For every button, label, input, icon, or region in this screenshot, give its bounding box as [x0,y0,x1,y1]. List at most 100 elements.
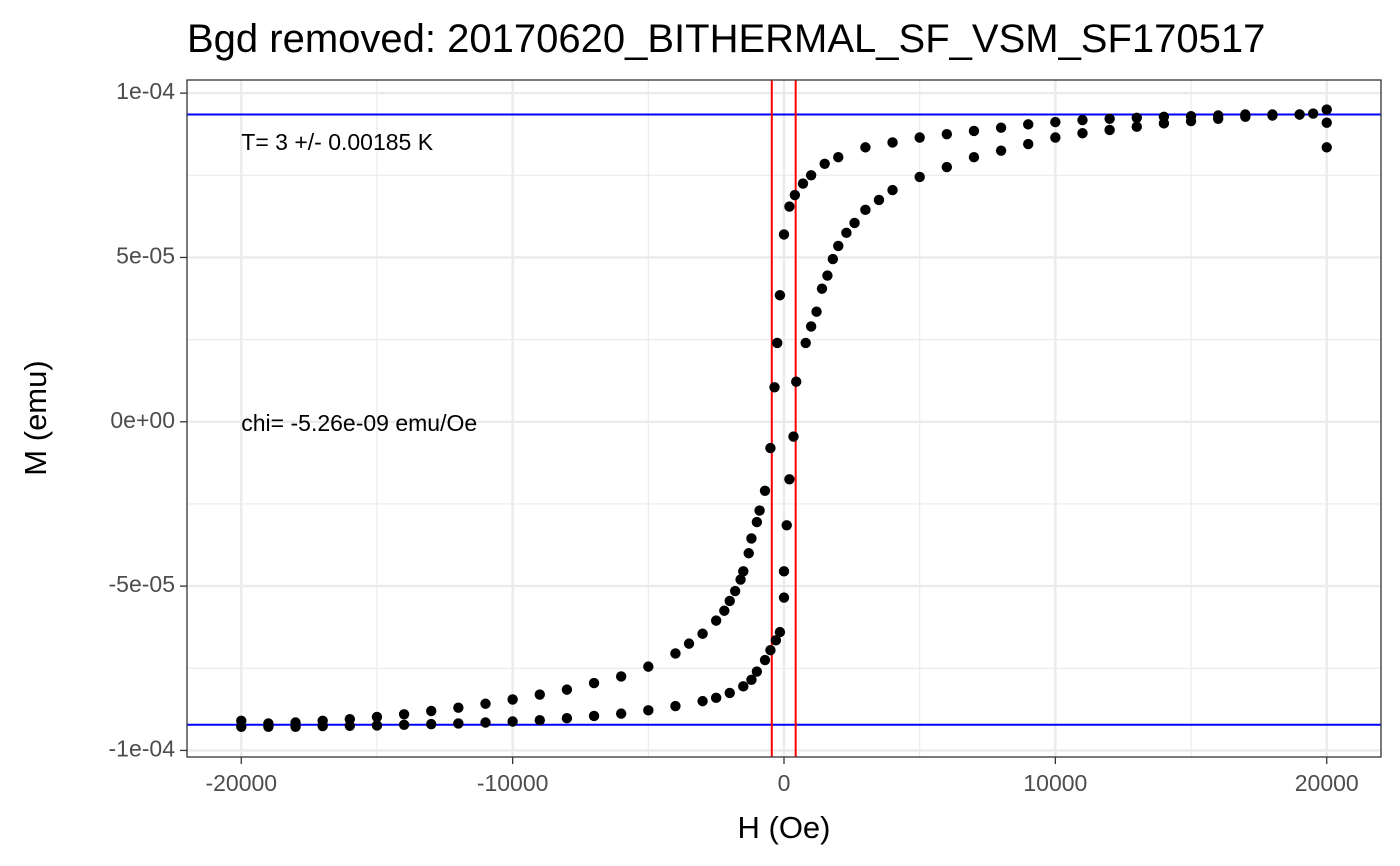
data-point [778,592,790,603]
data-point [811,306,822,317]
data-point [1212,113,1224,124]
x-tick-label: -10000 [477,770,549,796]
annotation-text: T= 3 +/- 0.00185 K [241,129,433,155]
data-point [710,615,722,626]
y-axis: -1e-04 -5e-05 0e+00 5e-05 1e-04 [109,78,187,762]
y-tick-label: -5e-05 [109,571,175,597]
data-point [887,137,898,148]
data-point [765,644,776,656]
data-point [784,201,795,212]
data-point [670,648,681,659]
data-point [371,711,383,723]
data-point [588,710,600,722]
data-point [1077,128,1088,139]
x-tick-label: 0 [778,770,791,796]
data-point [797,178,809,189]
data-point [774,626,786,638]
data-point [778,566,790,577]
data-point [426,705,437,717]
data-point [805,321,817,332]
data-point [236,721,247,732]
data-point [290,721,301,732]
data-point [968,152,980,163]
data-point [751,666,763,677]
data-point [719,605,730,616]
x-axis: -20000 -10000 0 10000 20000 [205,757,1359,796]
x-tick-label: 10000 [1023,770,1087,796]
data-point [743,548,754,559]
x-tick-label: 20000 [1295,770,1359,796]
data-point [263,721,274,732]
data-point [772,337,783,349]
data-point [1050,132,1061,143]
data-point [873,194,885,206]
data-point [887,184,898,196]
data-point [914,171,925,183]
data-point [941,161,953,173]
data-point [1321,142,1332,153]
data-point [643,705,654,716]
data-point [1240,111,1251,123]
data-point [784,474,795,485]
data-point [788,431,799,442]
data-point [453,718,464,729]
data-point [1104,124,1115,136]
data-point [769,382,780,393]
data-point [759,654,771,666]
data-point [534,714,545,726]
annotation-text: chi= -5.26e-09 emu/Oe [241,410,477,436]
data-point [561,684,573,695]
data-point [1131,121,1142,132]
data-point [1023,119,1034,130]
y-tick-label: 5e-05 [116,243,175,269]
data-point [344,720,356,731]
data-point [827,253,839,265]
data-point [765,442,776,454]
data-point [561,713,573,724]
data-point [1023,138,1034,150]
data-point [816,283,828,294]
data-point [941,129,953,140]
data-point [800,337,811,349]
data-point [317,720,328,732]
data-point [754,505,765,516]
data-point [914,132,925,143]
data-point [534,689,545,700]
data-point [426,718,437,730]
y-tick-label: -1e-04 [109,736,176,762]
data-point [1294,109,1305,120]
data-point [746,674,757,685]
data-point [1077,114,1088,126]
data-point [833,152,844,163]
data-point [774,290,786,301]
data-point [724,687,735,699]
data-point [670,700,681,712]
data-point [819,158,830,170]
data-point [822,270,833,281]
data-point [398,719,410,730]
x-tick-label: -20000 [205,770,277,796]
data-point [778,229,790,240]
data-point [833,240,844,252]
data-point [1158,118,1170,129]
data-point [1050,116,1061,128]
data-point [738,681,749,692]
data-point [805,170,817,181]
data-point [697,628,708,639]
data-point [781,520,792,531]
data-point [480,717,491,728]
data-point [398,709,410,720]
data-point [683,638,695,649]
data-point [371,720,383,731]
data-point [841,227,852,239]
data-point [615,708,627,719]
data-point [643,661,654,672]
data-point [697,695,708,707]
grid-lines [187,80,1381,757]
data-point [710,692,722,704]
y-tick-label: 1e-04 [116,78,175,104]
data-point [453,702,464,713]
data-point [735,574,746,585]
data-point [738,566,749,577]
